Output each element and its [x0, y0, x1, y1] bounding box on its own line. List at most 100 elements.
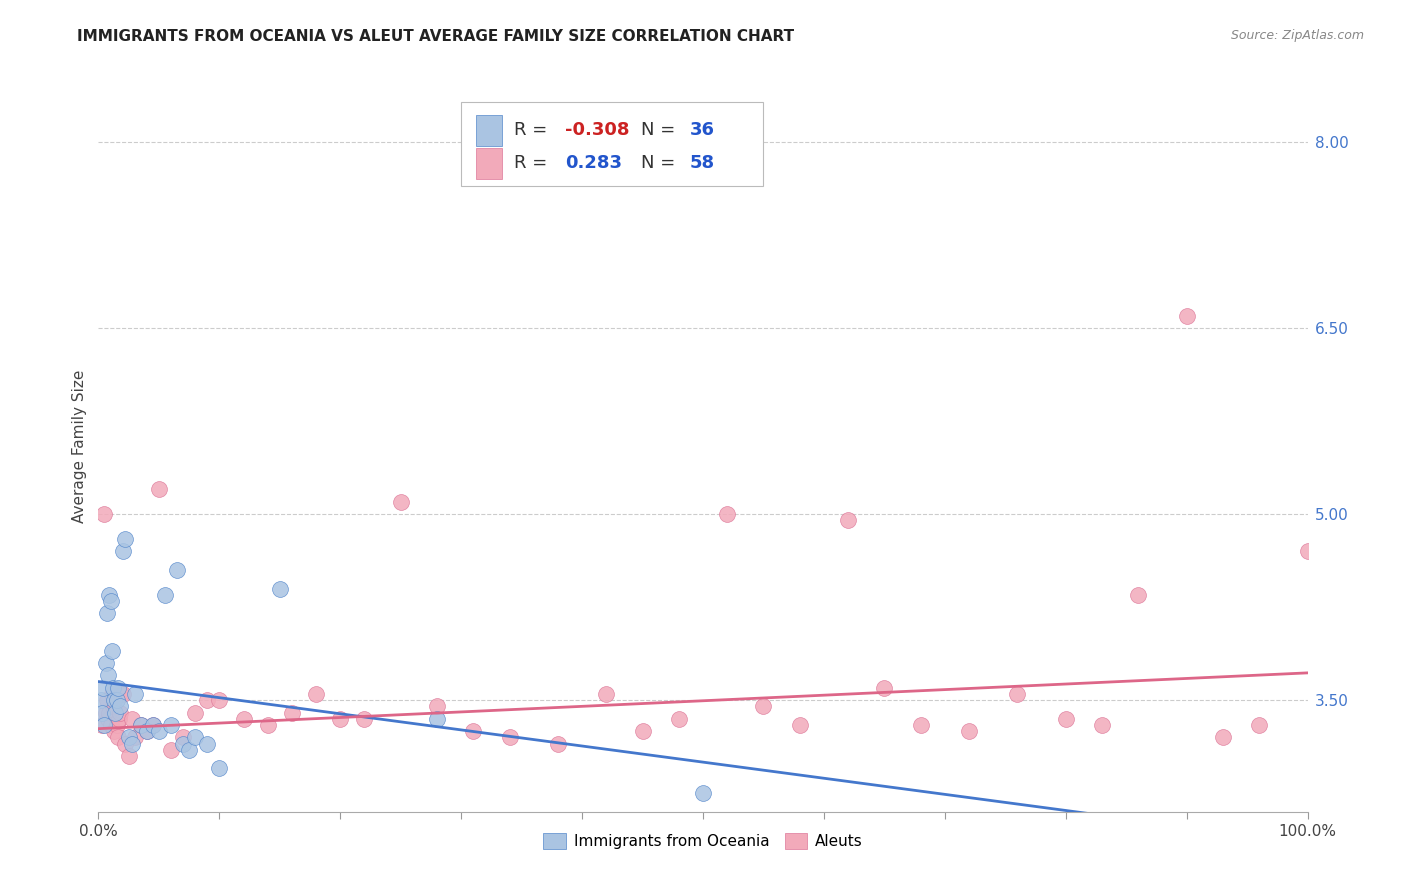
- Point: [208, 761, 231, 775]
- Point: [96, 607, 118, 621]
- Point: [108, 699, 131, 714]
- Point: [752, 699, 775, 714]
- Point: [353, 712, 375, 726]
- Point: [789, 718, 811, 732]
- Point: [93, 507, 115, 521]
- Point: [135, 724, 157, 739]
- Point: [269, 582, 291, 596]
- Point: [101, 681, 124, 695]
- Point: [91, 706, 114, 720]
- Point: [129, 718, 152, 732]
- Point: [179, 743, 201, 757]
- Text: N =: N =: [641, 154, 682, 172]
- Point: [160, 743, 183, 757]
- Text: N =: N =: [641, 121, 682, 139]
- Point: [389, 495, 412, 509]
- Point: [1212, 731, 1234, 745]
- Point: [426, 712, 449, 726]
- Point: [281, 706, 304, 720]
- FancyBboxPatch shape: [461, 103, 763, 186]
- Point: [104, 706, 127, 720]
- Point: [1128, 588, 1150, 602]
- Point: [98, 588, 121, 602]
- Point: [1054, 712, 1077, 726]
- Point: [124, 731, 146, 745]
- Text: 36: 36: [690, 121, 714, 139]
- Point: [101, 699, 124, 714]
- Point: [305, 687, 328, 701]
- Text: Source: ZipAtlas.com: Source: ZipAtlas.com: [1230, 29, 1364, 42]
- Y-axis label: Average Family Size: Average Family Size: [72, 369, 87, 523]
- Point: [498, 731, 520, 745]
- Point: [118, 731, 141, 745]
- Text: R =: R =: [515, 121, 554, 139]
- Point: [118, 748, 141, 763]
- Point: [910, 718, 932, 732]
- Bar: [475, 147, 502, 179]
- Point: [100, 594, 122, 608]
- Point: [103, 693, 125, 707]
- Point: [184, 731, 207, 745]
- Point: [1296, 544, 1319, 558]
- Point: [195, 737, 218, 751]
- Point: [100, 687, 122, 701]
- Point: [595, 687, 617, 701]
- Point: [108, 706, 131, 720]
- Point: [107, 731, 129, 745]
- Text: 58: 58: [690, 154, 714, 172]
- Text: R =: R =: [515, 154, 554, 172]
- Point: [631, 724, 654, 739]
- Point: [668, 712, 690, 726]
- Point: [94, 706, 117, 720]
- Bar: [475, 115, 502, 146]
- Point: [329, 712, 352, 726]
- Point: [142, 718, 165, 732]
- Point: [91, 681, 114, 695]
- Point: [111, 687, 134, 701]
- Text: IMMIGRANTS FROM OCEANIA VS ALEUT AVERAGE FAMILY SIZE CORRELATION CHART: IMMIGRANTS FROM OCEANIA VS ALEUT AVERAGE…: [77, 29, 794, 44]
- Point: [957, 724, 980, 739]
- Point: [105, 693, 128, 707]
- Point: [91, 718, 114, 732]
- Point: [121, 712, 143, 726]
- Point: [256, 718, 278, 732]
- Point: [110, 687, 132, 701]
- Point: [195, 693, 218, 707]
- Point: [232, 712, 254, 726]
- Point: [1175, 309, 1198, 323]
- Point: [94, 656, 117, 670]
- Point: [108, 712, 131, 726]
- Point: [121, 737, 143, 751]
- Point: [97, 668, 120, 682]
- Point: [208, 693, 231, 707]
- Point: [1007, 687, 1029, 701]
- Point: [1091, 718, 1114, 732]
- Text: -0.308: -0.308: [565, 121, 630, 139]
- Point: [142, 718, 165, 732]
- Point: [129, 718, 152, 732]
- Point: [135, 724, 157, 739]
- Point: [100, 718, 122, 732]
- Point: [103, 724, 125, 739]
- Point: [148, 724, 170, 739]
- Point: [166, 563, 188, 577]
- Text: 0.283: 0.283: [565, 154, 623, 172]
- Point: [837, 513, 859, 527]
- Point: [114, 532, 136, 546]
- Point: [93, 718, 115, 732]
- Point: [148, 483, 170, 497]
- Point: [98, 706, 121, 720]
- Point: [124, 687, 146, 701]
- Point: [96, 693, 118, 707]
- Point: [100, 643, 122, 657]
- Point: [172, 731, 194, 745]
- Point: [160, 718, 183, 732]
- Point: [184, 706, 207, 720]
- Point: [172, 737, 194, 751]
- Point: [153, 588, 176, 602]
- Point: [97, 712, 120, 726]
- Point: [547, 737, 569, 751]
- Point: [90, 693, 112, 707]
- Point: [463, 724, 485, 739]
- Point: [114, 737, 136, 751]
